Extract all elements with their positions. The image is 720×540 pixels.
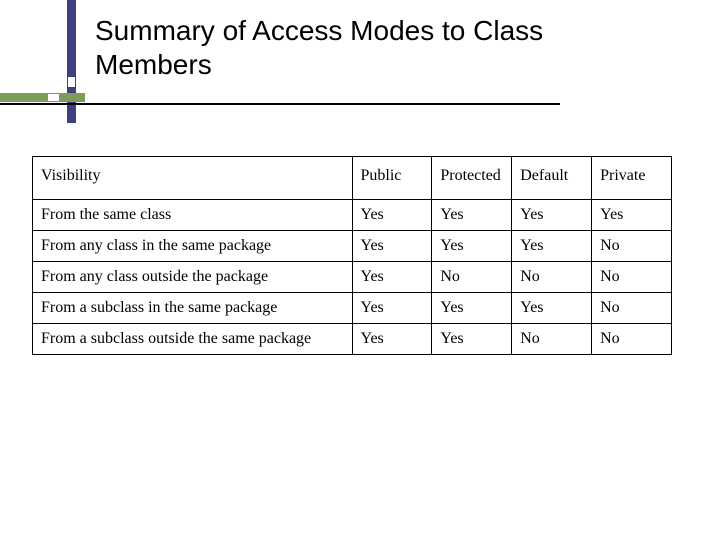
access-modes-table: Visibility Public Protected Default Priv… <box>32 156 672 355</box>
table-row: From any class in the same package Yes Y… <box>33 231 672 262</box>
accent-horizontal-bar <box>0 93 85 102</box>
cell: No <box>592 324 672 355</box>
table-header-row: Visibility Public Protected Default Priv… <box>33 157 672 200</box>
row-label: From a subclass outside the same package <box>33 324 353 355</box>
accent-gap-left <box>48 94 59 101</box>
access-modes-table-wrap: Visibility Public Protected Default Priv… <box>32 156 672 355</box>
col-header-protected: Protected <box>432 157 512 200</box>
col-header-private: Private <box>592 157 672 200</box>
col-header-default: Default <box>512 157 592 200</box>
cell: Yes <box>352 200 432 231</box>
cell: No <box>512 262 592 293</box>
cell: Yes <box>352 293 432 324</box>
table-row: From a subclass outside the same package… <box>33 324 672 355</box>
cell: No <box>592 262 672 293</box>
page-title: Summary of Access Modes to Class Members <box>95 14 655 81</box>
cell: No <box>592 293 672 324</box>
title-underline <box>0 103 560 105</box>
cell: Yes <box>512 200 592 231</box>
slide: Summary of Access Modes to Class Members… <box>0 0 720 540</box>
col-header-public: Public <box>352 157 432 200</box>
cell: Yes <box>352 262 432 293</box>
cell: Yes <box>352 231 432 262</box>
cell: No <box>432 262 512 293</box>
table-row: From any class outside the package Yes N… <box>33 262 672 293</box>
table-row: From the same class Yes Yes Yes Yes <box>33 200 672 231</box>
row-label: From any class in the same package <box>33 231 353 262</box>
cell: Yes <box>432 200 512 231</box>
cell: Yes <box>432 231 512 262</box>
cell: Yes <box>432 324 512 355</box>
cell: Yes <box>432 293 512 324</box>
col-header-visibility: Visibility <box>33 157 353 200</box>
row-label: From any class outside the package <box>33 262 353 293</box>
cell: Yes <box>512 293 592 324</box>
row-label: From the same class <box>33 200 353 231</box>
table-row: From a subclass in the same package Yes … <box>33 293 672 324</box>
cell: Yes <box>592 200 672 231</box>
row-label: From a subclass in the same package <box>33 293 353 324</box>
cell: No <box>512 324 592 355</box>
accent-gap-top <box>68 77 75 87</box>
cell: Yes <box>512 231 592 262</box>
title-block: Summary of Access Modes to Class Members <box>95 14 655 81</box>
cell: Yes <box>352 324 432 355</box>
cell: No <box>592 231 672 262</box>
